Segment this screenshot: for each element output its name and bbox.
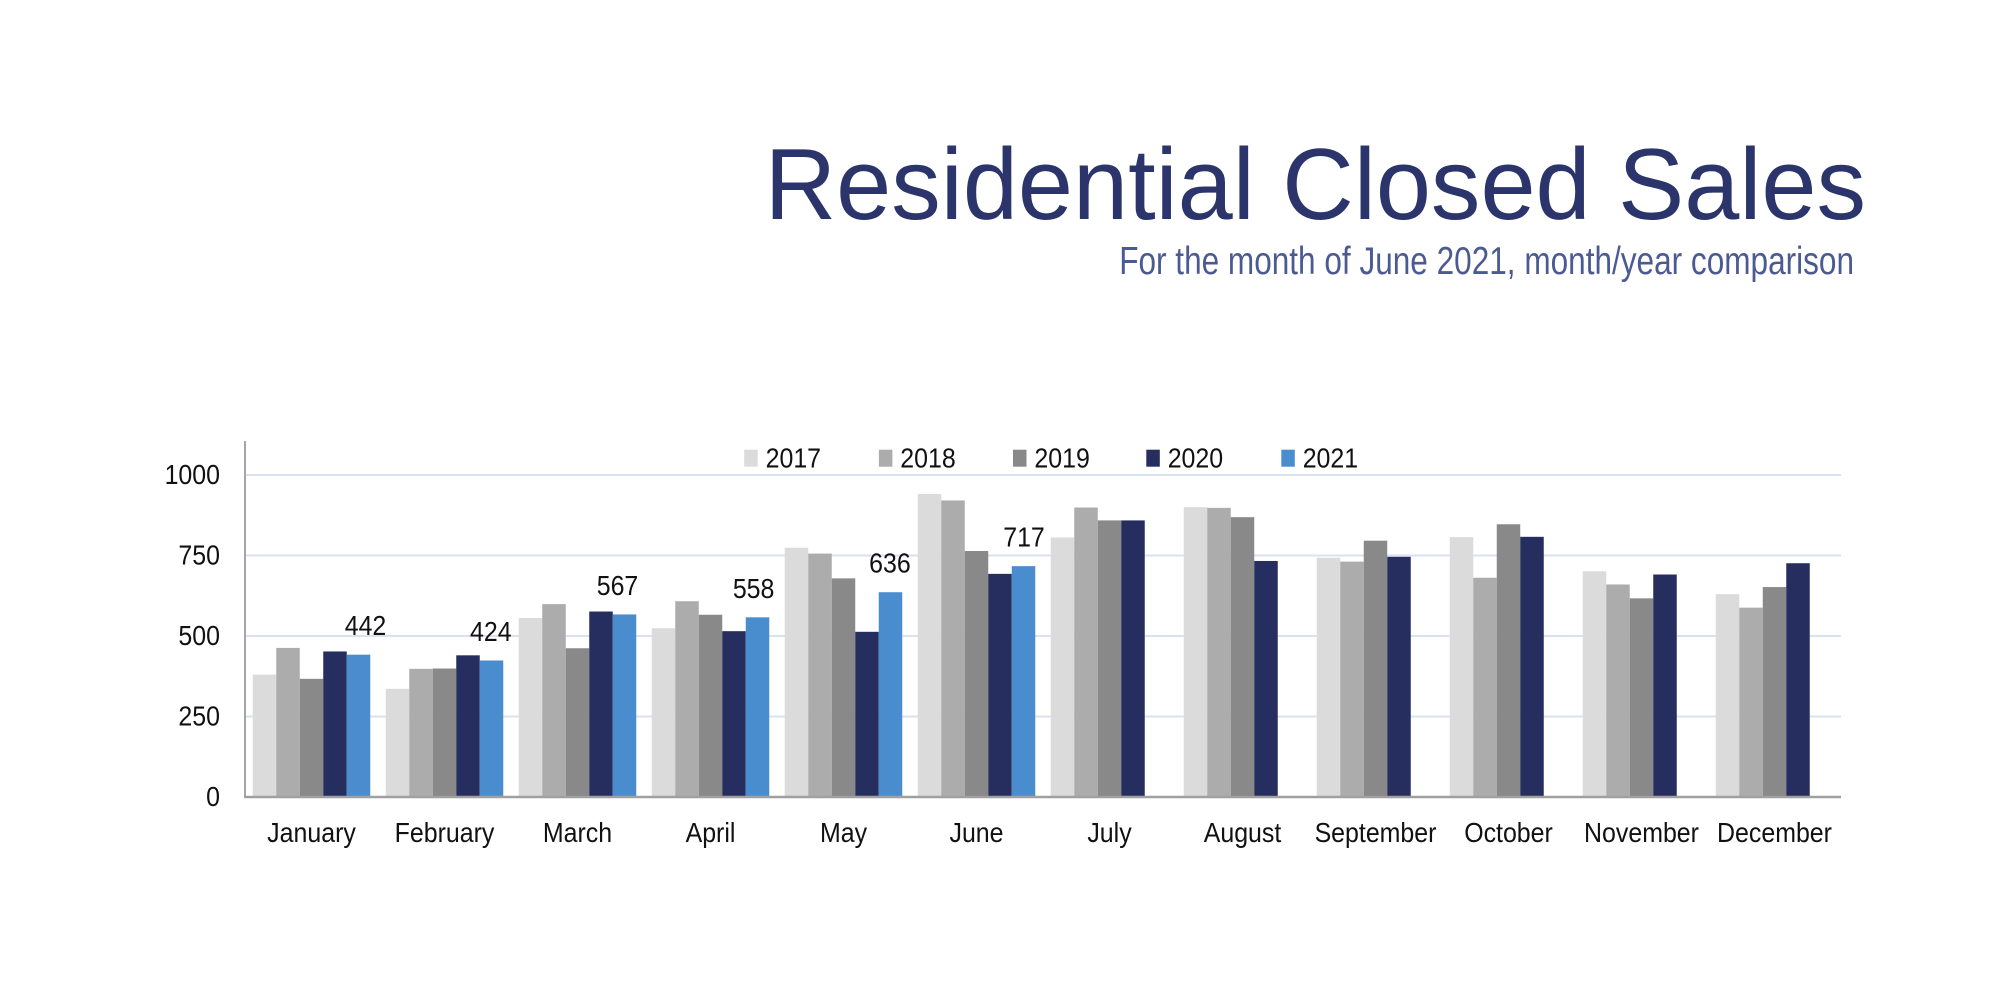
svg-text:442: 442 — [345, 610, 387, 642]
svg-text:April: April — [686, 817, 736, 849]
svg-text:500: 500 — [178, 620, 220, 652]
svg-text:September: September — [1315, 817, 1437, 849]
svg-text:2021: 2021 — [1303, 442, 1358, 474]
svg-text:424: 424 — [470, 616, 512, 648]
svg-text:567: 567 — [597, 570, 639, 602]
svg-text:January: January — [267, 817, 356, 849]
svg-text:February: February — [395, 817, 495, 849]
svg-text:December: December — [1717, 817, 1832, 849]
svg-text:March: March — [543, 817, 612, 849]
svg-text:0: 0 — [206, 781, 220, 813]
svg-text:November: November — [1584, 817, 1699, 849]
svg-text:2020: 2020 — [1168, 442, 1223, 474]
svg-text:Residential Closed Sales: Residential Closed Sales — [765, 128, 1866, 241]
svg-text:July: July — [1087, 817, 1132, 849]
svg-text:May: May — [820, 817, 868, 849]
svg-text:2017: 2017 — [766, 442, 821, 474]
svg-text:1000: 1000 — [165, 459, 220, 491]
svg-text:October: October — [1464, 817, 1553, 849]
svg-text:717: 717 — [1003, 521, 1045, 553]
svg-text:250: 250 — [178, 700, 220, 732]
svg-text:For the month of June 2021, mo: For the month of June 2021, month/year c… — [1119, 239, 1854, 283]
svg-text:750: 750 — [178, 539, 220, 571]
svg-text:August: August — [1204, 817, 1282, 849]
svg-text:June: June — [949, 817, 1003, 849]
svg-text:558: 558 — [733, 572, 775, 604]
svg-text:2019: 2019 — [1034, 442, 1089, 474]
svg-text:2018: 2018 — [900, 442, 955, 474]
svg-text:636: 636 — [869, 547, 911, 579]
